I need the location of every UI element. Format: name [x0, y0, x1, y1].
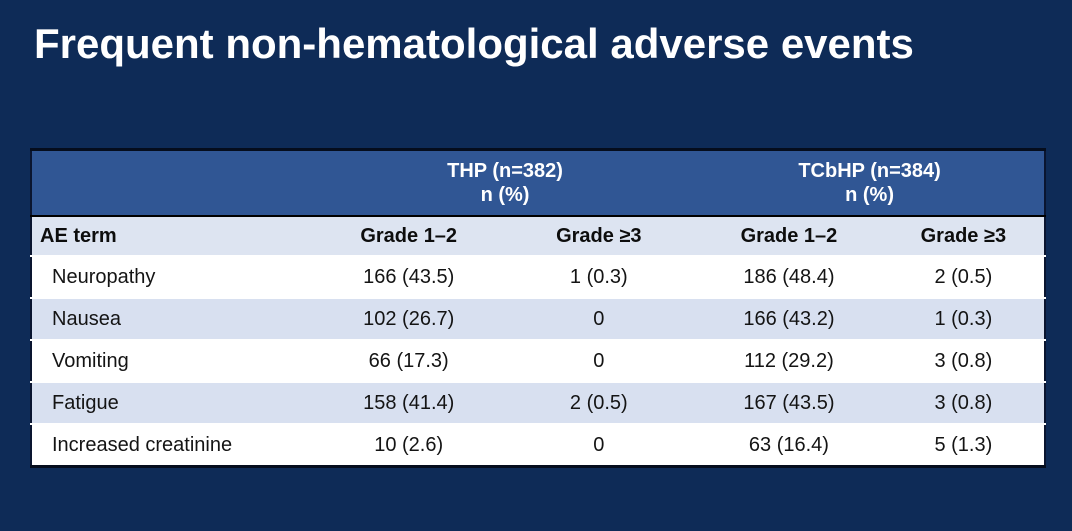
value-cell: 166 (43.5)	[314, 255, 503, 298]
value-cell: 5 (1.3)	[882, 423, 1045, 467]
group-header-thp: THP (n=382) n (%)	[314, 149, 696, 217]
value-cell: 158 (41.4)	[314, 381, 503, 424]
value-cell: 2 (0.5)	[882, 255, 1045, 298]
value-cell: 3 (0.8)	[882, 381, 1045, 424]
group-header-tcbhp-label: TCbHP (n=384)	[798, 160, 941, 182]
value-cell: 3 (0.8)	[882, 339, 1045, 382]
table-row-nausea: Nausea 102 (26.7) 0 166 (43.2) 1 (0.3)	[31, 297, 1045, 340]
ae-term-cell: Increased creatinine	[31, 423, 315, 467]
group-header-spacer	[31, 149, 315, 217]
value-cell: 1 (0.3)	[502, 255, 696, 298]
slide-title: Frequent non-hematological adverse event…	[34, 20, 914, 67]
value-cell: 0	[502, 339, 696, 382]
value-cell: 10 (2.6)	[314, 423, 503, 467]
column-header-ae-term: AE term	[31, 216, 315, 256]
adverse-events-table: THP (n=382) n (%) TCbHP (n=384) n (%) AE…	[30, 148, 1046, 468]
table-column-header-row: AE term Grade 1–2 Grade ≥3 Grade 1–2 Gra…	[31, 216, 1045, 256]
value-cell: 63 (16.4)	[695, 423, 883, 467]
ae-term-cell: Vomiting	[31, 339, 315, 382]
column-header-tcbhp-grade12: Grade 1–2	[695, 216, 883, 256]
value-cell: 2 (0.5)	[502, 381, 696, 424]
ae-term-cell: Neuropathy	[31, 255, 315, 298]
table-row-vomiting: Vomiting 66 (17.3) 0 112 (29.2) 3 (0.8)	[31, 339, 1045, 382]
ae-term-cell: Fatigue	[31, 381, 315, 424]
group-header-thp-label: THP (n=382)	[447, 160, 563, 182]
value-cell: 1 (0.3)	[882, 297, 1045, 340]
value-cell: 112 (29.2)	[695, 339, 883, 382]
value-cell: 166 (43.2)	[695, 297, 883, 340]
ae-term-cell: Nausea	[31, 297, 315, 340]
value-cell: 0	[502, 423, 696, 467]
column-header-thp-grade12: Grade 1–2	[314, 216, 503, 256]
table-row-increased-creatinine: Increased creatinine 10 (2.6) 0 63 (16.4…	[31, 423, 1045, 467]
group-header-tcbhp: TCbHP (n=384) n (%)	[695, 149, 1045, 217]
value-cell: 102 (26.7)	[314, 297, 503, 340]
group-header-thp-sub: n (%)	[480, 184, 530, 206]
value-cell: 186 (48.4)	[695, 255, 883, 298]
table-row-neuropathy: Neuropathy 166 (43.5) 1 (0.3) 186 (48.4)…	[31, 255, 1045, 298]
value-cell: 0	[502, 297, 696, 340]
column-header-tcbhp-grade3: Grade ≥3	[882, 216, 1045, 256]
value-cell: 66 (17.3)	[314, 339, 503, 382]
column-header-thp-grade3: Grade ≥3	[502, 216, 696, 256]
table-group-header-row: THP (n=382) n (%) TCbHP (n=384) n (%)	[31, 149, 1045, 217]
group-header-tcbhp-sub: n (%)	[845, 184, 895, 206]
value-cell: 167 (43.5)	[695, 381, 883, 424]
table-row-fatigue: Fatigue 158 (41.4) 2 (0.5) 167 (43.5) 3 …	[31, 381, 1045, 424]
